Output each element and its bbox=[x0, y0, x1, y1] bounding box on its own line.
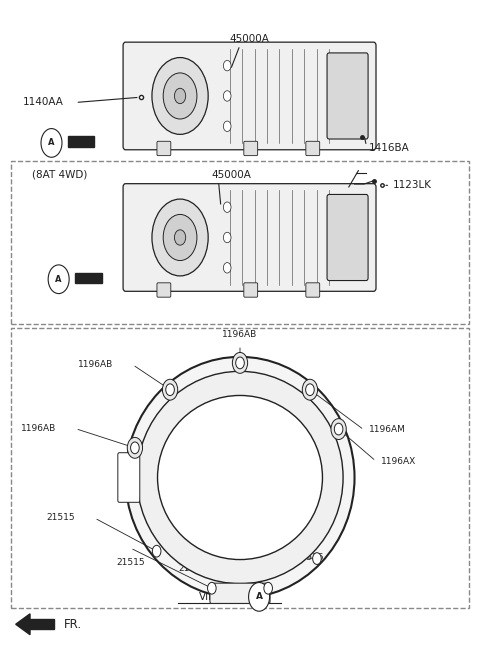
Circle shape bbox=[152, 58, 208, 134]
Circle shape bbox=[223, 263, 231, 273]
FancyBboxPatch shape bbox=[327, 53, 368, 139]
Ellipse shape bbox=[125, 357, 355, 598]
Circle shape bbox=[166, 384, 174, 396]
Polygon shape bbox=[68, 136, 95, 147]
Circle shape bbox=[174, 230, 186, 245]
Text: 21515: 21515 bbox=[295, 553, 324, 561]
Circle shape bbox=[174, 88, 186, 103]
Text: 21515: 21515 bbox=[47, 514, 75, 523]
FancyBboxPatch shape bbox=[123, 183, 376, 291]
Circle shape bbox=[223, 233, 231, 243]
Circle shape bbox=[127, 438, 143, 458]
Circle shape bbox=[223, 60, 231, 71]
Circle shape bbox=[223, 121, 231, 132]
Text: A: A bbox=[55, 274, 62, 284]
Text: 21515: 21515 bbox=[178, 563, 206, 572]
Text: 1196AB: 1196AB bbox=[78, 360, 114, 369]
Polygon shape bbox=[30, 619, 54, 629]
Circle shape bbox=[223, 202, 231, 212]
FancyBboxPatch shape bbox=[244, 141, 258, 156]
Circle shape bbox=[312, 553, 321, 565]
Circle shape bbox=[232, 352, 248, 373]
Circle shape bbox=[302, 379, 318, 400]
FancyBboxPatch shape bbox=[306, 141, 320, 156]
Text: 1196AB: 1196AB bbox=[222, 329, 258, 339]
Circle shape bbox=[152, 546, 161, 557]
Text: 1196AX: 1196AX bbox=[381, 457, 416, 466]
Text: 1123LK: 1123LK bbox=[393, 180, 432, 191]
Circle shape bbox=[163, 73, 197, 119]
Circle shape bbox=[236, 357, 244, 369]
Circle shape bbox=[41, 128, 62, 157]
FancyBboxPatch shape bbox=[118, 453, 140, 502]
FancyBboxPatch shape bbox=[157, 283, 171, 297]
Circle shape bbox=[131, 442, 139, 454]
Text: FR.: FR. bbox=[63, 618, 82, 631]
Text: A: A bbox=[48, 138, 55, 147]
Ellipse shape bbox=[137, 371, 343, 584]
Ellipse shape bbox=[157, 396, 323, 559]
Circle shape bbox=[152, 199, 208, 276]
Text: 45000A: 45000A bbox=[229, 34, 269, 44]
FancyBboxPatch shape bbox=[210, 583, 270, 603]
Circle shape bbox=[162, 379, 178, 400]
Circle shape bbox=[48, 265, 69, 293]
Polygon shape bbox=[16, 614, 30, 635]
Text: 21515: 21515 bbox=[116, 558, 144, 567]
Circle shape bbox=[334, 423, 343, 435]
Circle shape bbox=[249, 582, 270, 611]
Text: 1140AA: 1140AA bbox=[23, 98, 63, 107]
FancyBboxPatch shape bbox=[157, 141, 171, 156]
Text: (8AT 4WD): (8AT 4WD) bbox=[33, 170, 88, 179]
Text: 1196AM: 1196AM bbox=[369, 425, 406, 434]
FancyBboxPatch shape bbox=[244, 283, 258, 297]
FancyBboxPatch shape bbox=[327, 195, 368, 280]
Text: 45000A: 45000A bbox=[211, 170, 251, 180]
Circle shape bbox=[331, 419, 346, 440]
FancyBboxPatch shape bbox=[123, 42, 376, 150]
Circle shape bbox=[264, 582, 273, 594]
Circle shape bbox=[163, 214, 197, 261]
FancyBboxPatch shape bbox=[306, 283, 320, 297]
Circle shape bbox=[223, 91, 231, 101]
Text: A: A bbox=[255, 592, 263, 601]
Polygon shape bbox=[75, 272, 102, 283]
Text: 1416BA: 1416BA bbox=[369, 143, 409, 153]
Circle shape bbox=[207, 582, 216, 594]
Circle shape bbox=[306, 384, 314, 396]
Text: 1196AB: 1196AB bbox=[21, 424, 56, 433]
Text: VIEW: VIEW bbox=[199, 592, 226, 602]
